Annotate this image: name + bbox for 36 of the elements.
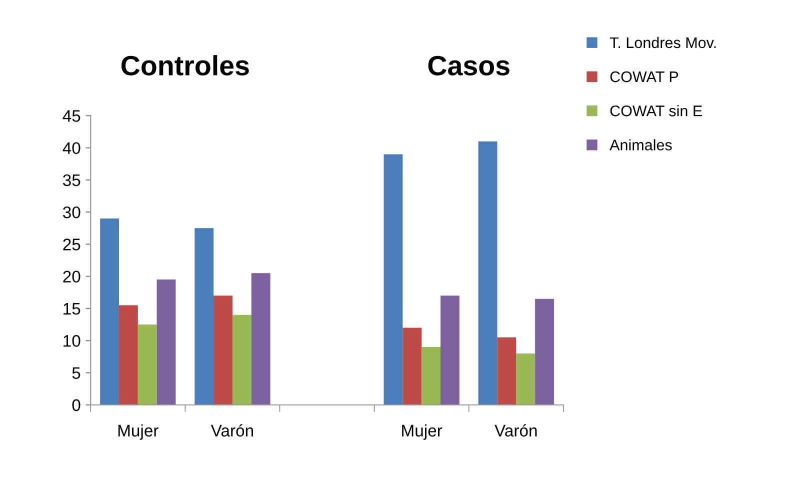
bar — [138, 324, 157, 405]
bar — [402, 328, 422, 405]
y-tick-label: 10 — [64, 335, 80, 347]
x-tick-label: Mujer — [402, 424, 442, 440]
legend-label: COWAT sin E — [610, 105, 702, 116]
text: Casos — [428, 56, 510, 76]
legend-label: Animales — [610, 139, 672, 150]
text: Controles — [122, 55, 249, 76]
bar — [232, 314, 252, 405]
y-tick-label: 40 — [62, 142, 80, 154]
legend-label: COWAT P — [610, 71, 678, 82]
bar — [422, 347, 440, 405]
y-tick-label: 20 — [63, 270, 80, 283]
x-tick-label: Varón — [210, 424, 253, 437]
bar — [497, 337, 516, 405]
y-tick-label: 0 — [72, 399, 80, 412]
bar — [156, 280, 176, 405]
y-tick-label: 45 — [62, 110, 80, 122]
bar — [535, 298, 554, 405]
bar — [516, 353, 536, 405]
x-tick-label: Mujer — [118, 424, 158, 440]
bar — [214, 296, 232, 405]
bar — [478, 141, 498, 405]
bar — [118, 305, 138, 405]
legend-label: T. Londres Mov. — [610, 36, 716, 48]
bar — [251, 273, 270, 405]
y-tick-label: 5 — [72, 367, 80, 379]
y-tick-label: 30 — [62, 206, 80, 218]
y-tick-label: 25 — [63, 238, 80, 250]
bar — [100, 218, 119, 405]
bar — [384, 154, 403, 405]
bar — [194, 228, 214, 405]
y-tick-label: 35 — [62, 174, 80, 186]
x-tick-label: Varón — [494, 424, 537, 437]
y-tick-label: 15 — [64, 303, 80, 315]
bar — [440, 296, 460, 405]
